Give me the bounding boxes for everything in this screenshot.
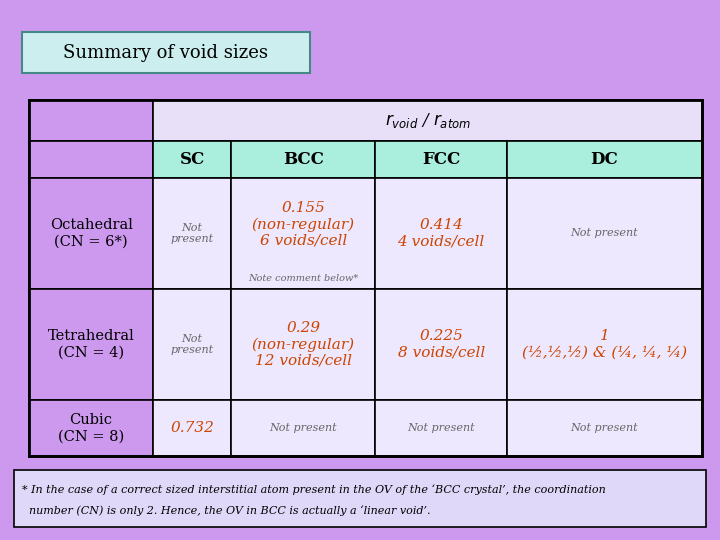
Text: Cubic
(CN = 8): Cubic (CN = 8) [58, 413, 124, 443]
Text: 1
(½,½,½) & (¼, ¼, ¼): 1 (½,½,½) & (¼, ¼, ¼) [522, 329, 687, 360]
Text: Not present: Not present [570, 423, 638, 433]
Bar [153, 100, 702, 141]
Text: BCC: BCC [283, 151, 323, 168]
Bar [376, 178, 507, 289]
Bar [153, 178, 230, 289]
Bar [153, 400, 230, 456]
Bar [376, 400, 507, 456]
Text: Not
present: Not present [171, 222, 214, 244]
Bar [29, 400, 153, 456]
Text: Not present: Not present [570, 228, 638, 238]
Text: Not
present: Not present [171, 334, 214, 355]
Text: Note comment below*: Note comment below* [248, 274, 359, 284]
Text: $r_{void}$ / $r_{atom}$: $r_{void}$ / $r_{atom}$ [384, 111, 471, 130]
Bar [230, 289, 376, 400]
Bar [29, 100, 702, 456]
Text: 0.732: 0.732 [170, 421, 214, 435]
Text: Tetrahedral
(CN = 4): Tetrahedral (CN = 4) [48, 329, 135, 360]
Bar [507, 178, 702, 289]
Text: Not present: Not present [269, 423, 337, 433]
Text: number (CN) is only 2. Hence, the OV in BCC is actually a ‘linear void’.: number (CN) is only 2. Hence, the OV in … [22, 505, 430, 516]
Text: 0.155
(non-regular)
6 voids/cell: 0.155 (non-regular) 6 voids/cell [251, 201, 355, 248]
Text: Not present: Not present [408, 423, 475, 433]
Text: 0.29
(non-regular)
12 voids/cell: 0.29 (non-regular) 12 voids/cell [251, 321, 355, 368]
Bar [153, 289, 230, 400]
Bar [230, 141, 376, 178]
Bar [22, 32, 310, 73]
Bar [376, 141, 507, 178]
Bar [29, 178, 153, 289]
Bar [29, 100, 153, 141]
Bar [14, 470, 706, 526]
Bar [230, 400, 376, 456]
Bar [153, 141, 230, 178]
Bar [507, 400, 702, 456]
Text: * In the case of a correct sized interstitial atom present in the OV of the ‘BCC: * In the case of a correct sized interst… [22, 484, 606, 495]
Bar [29, 289, 153, 400]
Bar [376, 289, 507, 400]
Text: 0.225
8 voids/cell: 0.225 8 voids/cell [397, 329, 485, 360]
Text: 0.414
4 voids/cell: 0.414 4 voids/cell [397, 218, 485, 248]
Bar [507, 289, 702, 400]
Bar [230, 178, 376, 289]
Text: Octahedral
(CN = 6*): Octahedral (CN = 6*) [50, 218, 132, 248]
Text: FCC: FCC [422, 151, 460, 168]
Text: SC: SC [179, 151, 204, 168]
Bar [29, 100, 702, 456]
Text: Summary of void sizes: Summary of void sizes [63, 44, 268, 62]
Bar [29, 141, 153, 178]
Bar [507, 141, 702, 178]
Text: DC: DC [590, 151, 618, 168]
